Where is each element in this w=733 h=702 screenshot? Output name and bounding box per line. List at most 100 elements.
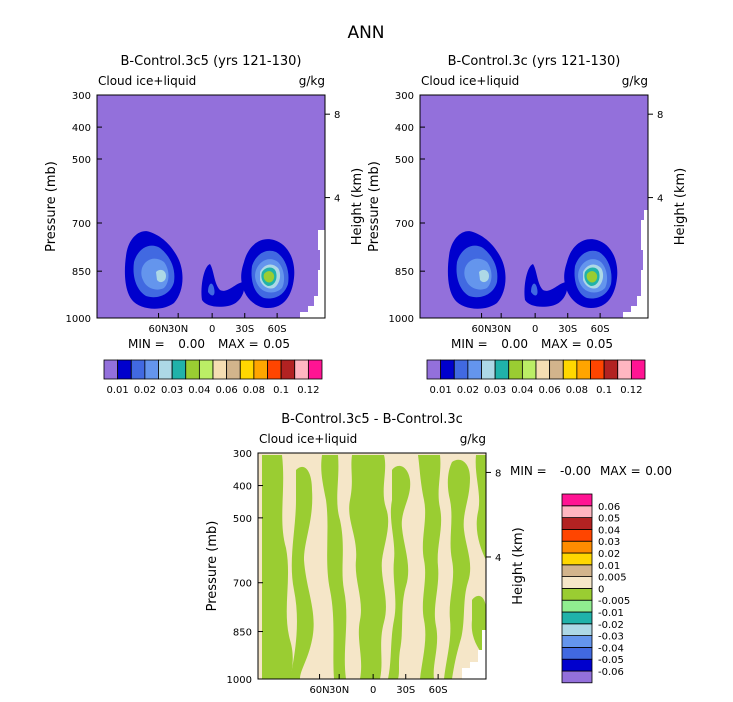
y2-tick-label: 4: [657, 194, 663, 205]
panel-left-variable: Cloud ice+liquid: [98, 74, 196, 88]
colorbar-swatch: [144, 359, 159, 380]
panel-right-max-label: MAX =: [541, 337, 582, 351]
panel-diff-min-label: MIN =: [510, 464, 547, 478]
colorbar-label: 0.005: [598, 573, 627, 584]
y-tick-label: 500: [395, 155, 414, 166]
colorbar-swatch: [239, 359, 255, 380]
axes-panel-1: 300 400 500 700 850 1000 8 4 60N 30N 0 30S 60S Pressu…: [367, 91, 688, 335]
contour-right-lobe-6: [586, 271, 598, 283]
colorbar-swatch: [561, 564, 593, 577]
colorbar-swatch: [198, 359, 214, 380]
colorbar-label: 0.1: [596, 385, 612, 396]
x-tick-label: 30S: [235, 324, 254, 335]
y-tick-label: 1000: [66, 314, 91, 325]
colorbar-swatch: [117, 359, 132, 380]
y2-tick-label: 8: [495, 468, 501, 479]
x-tick-label: 60S: [268, 324, 287, 335]
y2-axis-label: Height (km): [350, 168, 365, 245]
colorbar-swatch: [307, 359, 323, 380]
colorbar-swatch: [426, 359, 442, 380]
colorbar-swatch: [561, 576, 593, 589]
contour-negative-region: [262, 455, 293, 679]
colorbar-label: 0.03: [598, 537, 620, 548]
colorbar-swatch: [440, 359, 455, 380]
colorbar-label: 0.12: [620, 385, 642, 396]
panel-left-min-value: 0.00: [178, 337, 205, 351]
y-tick-label: 1000: [227, 675, 252, 686]
colorbar-label: 0.08: [243, 385, 265, 396]
colorbar-label: 0.03: [161, 385, 183, 396]
colorbar-swatch: [130, 359, 146, 380]
y-tick-label: 700: [233, 579, 252, 590]
x-tick-label: 30S: [558, 324, 577, 335]
panel-right-field: [420, 95, 648, 318]
panel-diff-field: [258, 453, 486, 679]
colorbar-label: 0.04: [598, 525, 620, 536]
panel-diff-max-value: 0.00: [645, 464, 672, 478]
colorbar-swatch: [561, 505, 593, 518]
colorbar-label: -0.005: [598, 596, 630, 607]
y-tick-label: 1000: [389, 314, 414, 325]
colorbar-label: 0.06: [538, 385, 560, 396]
panel-left-field: [97, 95, 325, 318]
colorbar-label: 0.06: [215, 385, 237, 396]
colorbar-swatch: [158, 359, 173, 380]
colorbar-label: 0.02: [457, 385, 479, 396]
contour-mid-lobe: [201, 264, 245, 307]
colorbar-label: 0.02: [134, 385, 156, 396]
colorbar-swatch: [561, 647, 593, 660]
colorbar-swatch: [494, 359, 510, 380]
contour-left-lobe-4: [156, 269, 166, 283]
colorbar-swatch: [171, 359, 187, 380]
y2-tick-label: 8: [657, 110, 663, 121]
colorbar-label: 0.1: [273, 385, 289, 396]
y-tick-label: 300: [72, 91, 91, 102]
figure-title: ANN: [347, 23, 384, 43]
contour-negative-region: [475, 455, 486, 560]
panel-left-units: g/kg: [299, 74, 325, 88]
panel-right: B-Control.3c (yrs 121-130) Cloud ice+liq…: [419, 54, 649, 319]
panel-diff-variable: Cloud ice+liquid: [259, 432, 357, 446]
y-axis-label: Pressure (mb): [44, 161, 59, 252]
contour-negative-region: [418, 455, 442, 679]
y-axis-label: Pressure (mb): [367, 161, 382, 252]
panel-diff-min-value: -0.00: [560, 464, 591, 478]
colorbar-swatch: [561, 635, 593, 648]
panel-left: B-Control.3c5 (yrs 121-130) Cloud ice+li…: [96, 54, 326, 319]
colorbar-swatch: [535, 359, 551, 380]
panel-right-min-label: MIN =: [451, 337, 488, 351]
y-tick-label: 850: [233, 628, 252, 639]
colorbar-label: 0.03: [484, 385, 506, 396]
colorbar-label: 0: [598, 584, 604, 595]
colorbar-swatch: [561, 670, 593, 684]
x-tick-label: 0: [209, 324, 215, 335]
axes-panel-0: 300 400 500 700 850 1000 8 4 60N 30N 0 30S 60S Pressu…: [44, 91, 365, 335]
colorbar-swatch: [280, 359, 296, 380]
colorbar-swatch: [561, 540, 593, 554]
contour-right-lobe-6: [263, 271, 275, 283]
panel-left-max-value: 0.05: [263, 337, 290, 351]
contour-negative-region: [349, 455, 389, 679]
x-tick-label: 30N: [491, 324, 511, 335]
colorbar-swatch: [561, 611, 593, 625]
colorbar-horizontal-1: 0.01 0.02 0.03 0.04 0.06 0.08 0.1 0.12: [426, 359, 646, 396]
panel-right-title: B-Control.3c (yrs 121-130): [448, 54, 621, 69]
colorbar-swatch: [617, 359, 632, 380]
y-tick-label: 400: [233, 482, 252, 493]
colorbar-swatch: [549, 359, 564, 380]
colorbar-swatch: [481, 359, 496, 380]
contour-negative-region: [321, 455, 347, 679]
colorbar-label: 0.02: [598, 549, 620, 560]
colorbar-label: 0.01: [106, 385, 128, 396]
colorbar-swatch: [561, 658, 593, 672]
y2-tick-label: 8: [334, 110, 340, 121]
colorbar-swatch: [561, 588, 593, 601]
colorbar-swatch: [253, 359, 268, 380]
x-tick-label: 60S: [591, 324, 610, 335]
colorbar-label: 0.05: [598, 514, 620, 525]
y-tick-label: 500: [72, 155, 91, 166]
colorbar-label: 0.04: [188, 385, 210, 396]
panel-right-min-value: 0.00: [501, 337, 528, 351]
colorbar-swatch: [103, 359, 119, 380]
